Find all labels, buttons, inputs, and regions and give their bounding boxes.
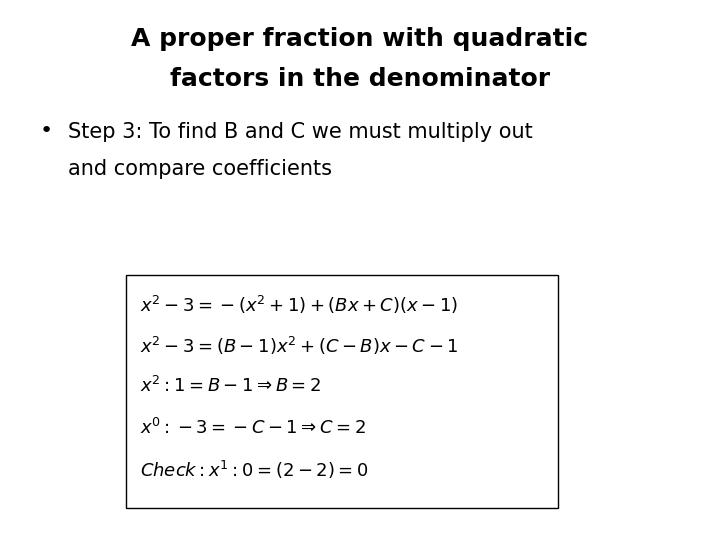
Text: A proper fraction with quadratic: A proper fraction with quadratic xyxy=(132,27,588,51)
Text: $\mathit{Check}:x^1:0=(2-2)=0$: $\mathit{Check}:x^1:0=(2-2)=0$ xyxy=(140,458,369,481)
Text: $x^2:1=B-1\Rightarrow B=2$: $x^2:1=B-1\Rightarrow B=2$ xyxy=(140,376,322,396)
FancyBboxPatch shape xyxy=(126,275,558,508)
Text: $x^0:-3=-C-1\Rightarrow C=2$: $x^0:-3=-C-1\Rightarrow C=2$ xyxy=(140,417,366,437)
Text: and compare coefficients: and compare coefficients xyxy=(68,159,333,179)
Text: $x^2-3=-(x^2+1)+(Bx+C)(x-1)$: $x^2-3=-(x^2+1)+(Bx+C)(x-1)$ xyxy=(140,294,459,316)
Text: •: • xyxy=(40,122,53,141)
Text: Step 3: To find B and C we must multiply out: Step 3: To find B and C we must multiply… xyxy=(68,122,533,141)
Text: $x^2-3=(B-1)x^2+(C-B)x-C-1$: $x^2-3=(B-1)x^2+(C-B)x-C-1$ xyxy=(140,335,459,357)
Text: factors in the denominator: factors in the denominator xyxy=(170,68,550,91)
